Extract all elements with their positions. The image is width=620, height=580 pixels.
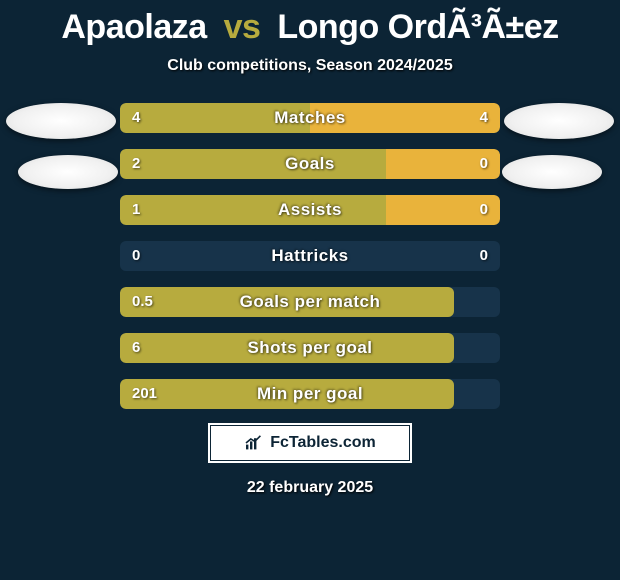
right-value: 0 [480,149,488,179]
stat-row: 201Min per goal [120,379,500,409]
brand-badge: FcTables.com [210,425,410,461]
comparison-title: Apaolaza vs Longo OrdÃ³Ã±ez [0,0,620,47]
stat-row: 0 0Hattricks [120,241,500,271]
left-value: 2 [132,149,140,179]
left-value: 0 [132,241,140,271]
left-value: 1 [132,195,140,225]
chart-icon [244,435,264,451]
stat-label: Min per goal [120,379,500,409]
stat-row: 0.5Goals per match [120,287,500,317]
stat-label: Goals [120,149,500,179]
stats-stage: 44Matches20Goals10Assists00Hattricks0.5G… [0,103,620,409]
player2-avatar-secondary [502,155,602,189]
stat-label: Hattricks [120,241,500,271]
player2-avatar [504,103,614,139]
player1-avatar-secondary [18,155,118,189]
right-value: 4 [480,103,488,133]
stat-label: Matches [120,103,500,133]
brand-text: FcTables.com [270,434,376,452]
left-value: 6 [132,333,140,363]
stat-label: Assists [120,195,500,225]
right-value: 0 [480,195,488,225]
left-value: 201 [132,379,157,409]
player2-name: Longo OrdÃ³Ã±ez [277,8,558,46]
vs-label: vs [224,8,261,46]
stat-row: 4 4Matches [120,103,500,133]
date-label: 22 february 2025 [0,479,620,497]
stat-label: Goals per match [120,287,500,317]
subtitle: Club competitions, Season 2024/2025 [0,57,620,75]
stat-row: 1 0Assists [120,195,500,225]
left-value: 4 [132,103,140,133]
player1-avatar [6,103,116,139]
left-value: 0.5 [132,287,153,317]
stat-label: Shots per goal [120,333,500,363]
right-value: 0 [480,241,488,271]
stat-row: 6Shots per goal [120,333,500,363]
player1-name: Apaolaza [61,8,206,46]
stat-row: 2 0Goals [120,149,500,179]
